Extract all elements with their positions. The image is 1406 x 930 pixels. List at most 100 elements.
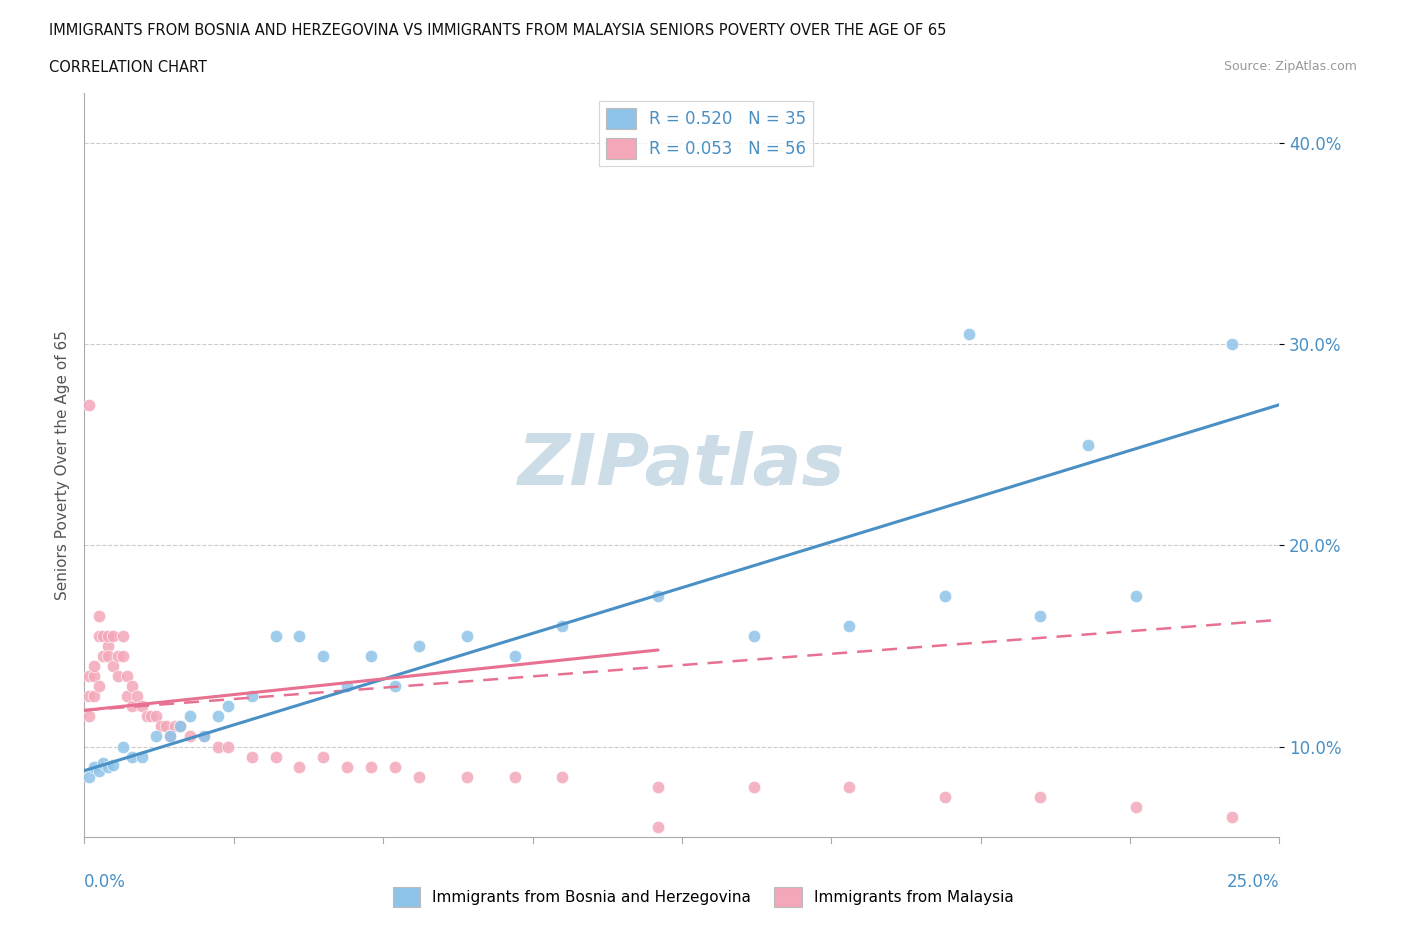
Point bbox=[83, 689, 105, 704]
Point bbox=[503, 648, 526, 663]
Point bbox=[87, 608, 110, 623]
Point bbox=[288, 759, 311, 774]
Point bbox=[217, 739, 239, 754]
Point bbox=[111, 739, 134, 754]
Point bbox=[121, 698, 143, 713]
Point bbox=[551, 618, 574, 633]
Point bbox=[111, 629, 134, 644]
Point bbox=[456, 629, 478, 644]
Point bbox=[135, 709, 157, 724]
Point bbox=[647, 779, 669, 794]
Point bbox=[125, 689, 148, 704]
Point bbox=[934, 589, 956, 604]
Point bbox=[121, 679, 143, 694]
Text: 0.0%: 0.0% bbox=[84, 873, 127, 891]
Point bbox=[1125, 800, 1147, 815]
Point bbox=[193, 729, 215, 744]
Point bbox=[83, 669, 105, 684]
Point bbox=[101, 658, 124, 673]
Point bbox=[97, 759, 120, 774]
Point bbox=[456, 769, 478, 784]
Point bbox=[408, 639, 430, 654]
Point bbox=[647, 819, 669, 834]
Point bbox=[169, 719, 191, 734]
Point bbox=[93, 629, 115, 644]
Point bbox=[408, 769, 430, 784]
Point bbox=[1029, 608, 1052, 623]
Point bbox=[1220, 337, 1243, 352]
Point bbox=[838, 779, 860, 794]
Point bbox=[131, 750, 153, 764]
Text: IMMIGRANTS FROM BOSNIA AND HERZEGOVINA VS IMMIGRANTS FROM MALAYSIA SENIORS POVER: IMMIGRANTS FROM BOSNIA AND HERZEGOVINA V… bbox=[49, 23, 946, 38]
Point bbox=[111, 648, 134, 663]
Text: CORRELATION CHART: CORRELATION CHART bbox=[49, 60, 207, 75]
Point bbox=[131, 698, 153, 713]
Point bbox=[1029, 790, 1052, 804]
Point bbox=[169, 719, 191, 734]
Point bbox=[165, 719, 187, 734]
Point bbox=[957, 326, 980, 341]
Point bbox=[207, 709, 229, 724]
Point bbox=[179, 709, 201, 724]
Point bbox=[336, 759, 359, 774]
Point bbox=[217, 698, 239, 713]
Y-axis label: Seniors Poverty Over the Age of 65: Seniors Poverty Over the Age of 65 bbox=[55, 330, 70, 600]
Point bbox=[107, 669, 129, 684]
Point bbox=[1125, 589, 1147, 604]
Point bbox=[193, 729, 215, 744]
Point bbox=[145, 729, 167, 744]
Point bbox=[77, 709, 100, 724]
Point bbox=[742, 629, 765, 644]
Point bbox=[384, 679, 406, 694]
Legend: R = 0.520   N = 35, R = 0.053   N = 56: R = 0.520 N = 35, R = 0.053 N = 56 bbox=[599, 101, 813, 166]
Point bbox=[149, 719, 172, 734]
Point bbox=[93, 755, 115, 770]
Text: 25.0%: 25.0% bbox=[1227, 873, 1279, 891]
Point bbox=[240, 689, 263, 704]
Point bbox=[155, 719, 177, 734]
Point bbox=[97, 639, 120, 654]
Point bbox=[145, 709, 167, 724]
Point bbox=[647, 589, 669, 604]
Point bbox=[101, 629, 124, 644]
Point bbox=[87, 679, 110, 694]
Point bbox=[240, 750, 263, 764]
Point bbox=[288, 629, 311, 644]
Point bbox=[934, 790, 956, 804]
Point bbox=[312, 750, 335, 764]
Point bbox=[179, 729, 201, 744]
Point bbox=[77, 689, 100, 704]
Point bbox=[93, 648, 115, 663]
Point bbox=[336, 679, 359, 694]
Point bbox=[107, 648, 129, 663]
Point bbox=[159, 729, 181, 744]
Point bbox=[503, 769, 526, 784]
Point bbox=[742, 779, 765, 794]
Point bbox=[264, 629, 287, 644]
Point bbox=[838, 618, 860, 633]
Point bbox=[87, 764, 110, 778]
Point bbox=[141, 709, 163, 724]
Point bbox=[1077, 437, 1099, 452]
Point bbox=[551, 769, 574, 784]
Point bbox=[97, 648, 120, 663]
Point bbox=[312, 648, 335, 663]
Point bbox=[360, 759, 382, 774]
Point bbox=[207, 739, 229, 754]
Text: ZIPatlas: ZIPatlas bbox=[519, 431, 845, 499]
Point bbox=[77, 669, 100, 684]
Point bbox=[101, 757, 124, 772]
Point bbox=[264, 750, 287, 764]
Point bbox=[87, 629, 110, 644]
Point bbox=[117, 689, 139, 704]
Text: Source: ZipAtlas.com: Source: ZipAtlas.com bbox=[1223, 60, 1357, 73]
Point bbox=[117, 669, 139, 684]
Point bbox=[83, 759, 105, 774]
Point bbox=[360, 648, 382, 663]
Point bbox=[1220, 809, 1243, 824]
Point bbox=[83, 658, 105, 673]
Point bbox=[77, 769, 100, 784]
Legend: Immigrants from Bosnia and Herzegovina, Immigrants from Malaysia: Immigrants from Bosnia and Herzegovina, … bbox=[387, 882, 1019, 913]
Point bbox=[97, 629, 120, 644]
Point bbox=[159, 729, 181, 744]
